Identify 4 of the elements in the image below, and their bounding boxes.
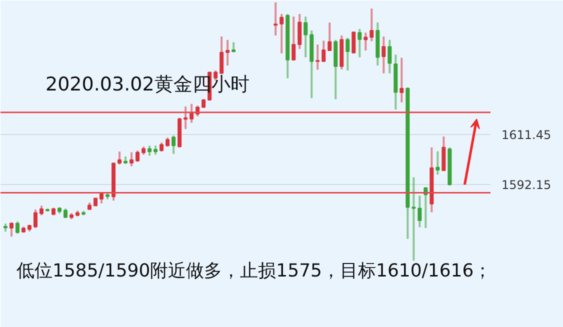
annotation: 低位1585/1590附近做多，止损1575，目标1610/1616； (16, 260, 492, 282)
candlestick (352, 30, 356, 54)
y-tick-label: 1592.15 (502, 178, 552, 192)
y-tick-label: 1611.45 (502, 128, 552, 142)
